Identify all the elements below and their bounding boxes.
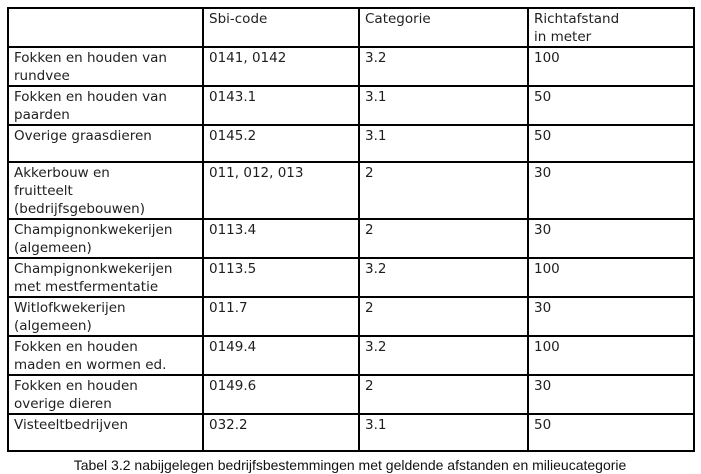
cell-sbi-code: 0141, 0142 <box>202 46 360 87</box>
table-row: Akkerbouw en fruitteelt (bedrijfsgebouwe… <box>7 161 695 220</box>
cell-category: 3.1 <box>358 413 529 452</box>
cell-activity: Witlofkwekerijen (algemeen) <box>7 296 204 337</box>
cell-sbi-code: 011.7 <box>202 296 360 337</box>
cell-sbi-code: 032.2 <box>202 413 360 452</box>
cell-distance: 30 <box>527 218 695 259</box>
cell-category: 2 <box>358 218 529 259</box>
table-row: Champignonkwekerijen (algemeen) 0113.4 2… <box>7 218 695 259</box>
cell-distance: 30 <box>527 296 695 337</box>
cell-activity: Overige graasdieren <box>7 124 204 163</box>
table-row: Overige graasdieren 0145.2 3.1 50 <box>7 124 695 163</box>
cell-distance: 30 <box>527 374 695 415</box>
cell-distance: 100 <box>527 46 695 87</box>
table-header-sbi-code: Sbi-code <box>202 7 360 48</box>
cell-activity: Champignonkwekerijen met mestfermentatie <box>7 257 204 298</box>
table-row: Fokken en houden van rundvee 0141, 0142 … <box>7 46 695 87</box>
cell-sbi-code: 011, 012, 013 <box>202 161 360 220</box>
cell-sbi-code: 0143.1 <box>202 85 360 126</box>
cell-category: 3.2 <box>358 257 529 298</box>
table-row: Visteeltbedrijven 032.2 3.1 50 <box>7 413 695 452</box>
cell-distance: 50 <box>527 85 695 126</box>
cell-category: 2 <box>358 161 529 220</box>
cell-activity: Fokken en houden van rundvee <box>7 46 204 87</box>
cell-activity: Fokken en houden maden en wormen ed. <box>7 335 204 376</box>
cell-sbi-code: 0149.4 <box>202 335 360 376</box>
business-distance-table: Sbi-code Categorie Richtafstand in meter… <box>7 7 695 452</box>
cell-activity: Fokken en houden overige dieren <box>7 374 204 415</box>
table-row: Champignonkwekerijen met mestfermentatie… <box>7 257 695 298</box>
cell-distance: 100 <box>527 257 695 298</box>
table-header-activity <box>7 7 204 48</box>
cell-distance: 50 <box>527 413 695 452</box>
cell-sbi-code: 0113.5 <box>202 257 360 298</box>
cell-activity: Champignonkwekerijen (algemeen) <box>7 218 204 259</box>
table-header-row: Sbi-code Categorie Richtafstand in meter <box>7 7 695 48</box>
cell-activity: Fokken en houden van paarden <box>7 85 204 126</box>
table-row: Fokken en houden maden en wormen ed. 014… <box>7 335 695 376</box>
cell-category: 2 <box>358 374 529 415</box>
cell-activity: Visteeltbedrijven <box>7 413 204 452</box>
cell-sbi-code: 0145.2 <box>202 124 360 163</box>
cell-category: 3.2 <box>358 46 529 87</box>
cell-distance: 100 <box>527 335 695 376</box>
cell-category: 3.1 <box>358 124 529 163</box>
cell-sbi-code: 0149.6 <box>202 374 360 415</box>
table-row: Fokken en houden van paarden 0143.1 3.1 … <box>7 85 695 126</box>
cell-category: 3.2 <box>358 335 529 376</box>
table-row: Witlofkwekerijen (algemeen) 011.7 2 30 <box>7 296 695 337</box>
table-row: Fokken en houden overige dieren 0149.6 2… <box>7 374 695 415</box>
table-header-category: Categorie <box>358 7 529 48</box>
cell-category: 2 <box>358 296 529 337</box>
cell-category: 3.1 <box>358 85 529 126</box>
cell-distance: 50 <box>527 124 695 163</box>
table-header-distance: Richtafstand in meter <box>527 7 695 48</box>
cell-sbi-code: 0113.4 <box>202 218 360 259</box>
table-caption: Tabel 3.2 nabijgelegen bedrijfsbestemmin… <box>73 457 627 473</box>
cell-distance: 30 <box>527 161 695 220</box>
cell-activity: Akkerbouw en fruitteelt (bedrijfsgebouwe… <box>7 161 204 220</box>
